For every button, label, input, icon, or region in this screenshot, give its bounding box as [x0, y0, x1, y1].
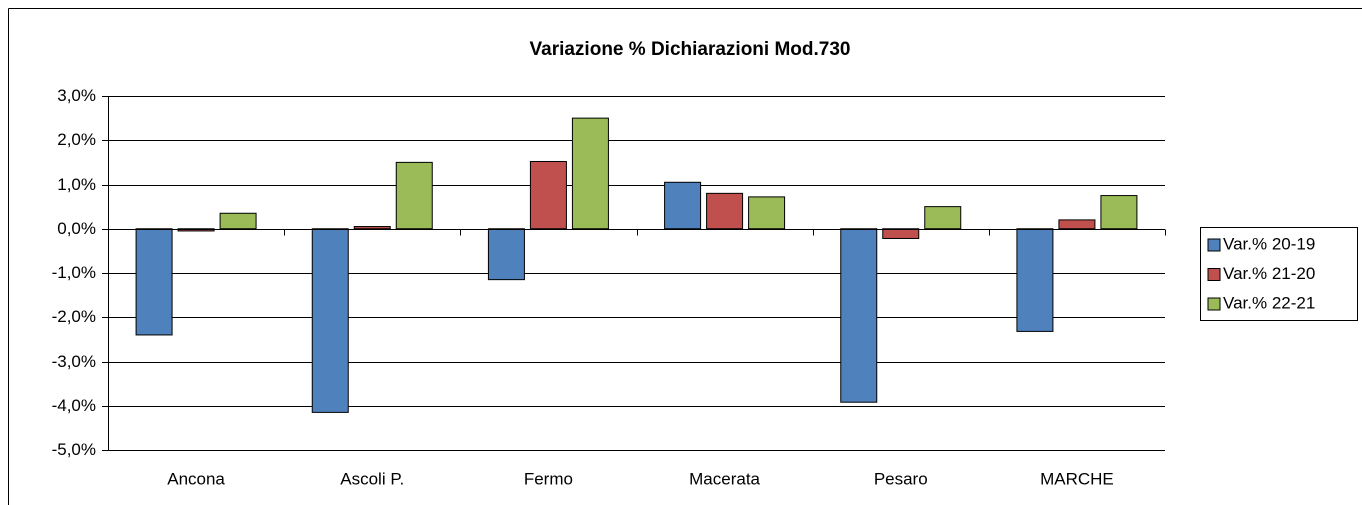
y-tick-label: -4,0%: [52, 396, 96, 415]
bar: [706, 192, 744, 230]
bar: [664, 181, 702, 230]
legend-label: Var.% 21-20: [1223, 264, 1315, 283]
legend-box: [1200, 227, 1358, 321]
bar: [1100, 195, 1138, 230]
bar: [487, 228, 525, 281]
chart-title: Variazione % Dichiarazioni Mod.730: [530, 39, 851, 60]
legend-label: Var.% 22-21: [1223, 293, 1315, 312]
y-tick-label: 1,0%: [57, 175, 96, 194]
y-tick-label: -5,0%: [52, 440, 96, 459]
x-tick-label: Pesaro: [874, 469, 928, 488]
bar: [311, 228, 349, 413]
bar: [1016, 228, 1054, 332]
bar: [882, 228, 920, 239]
legend-label: Var.% 20-19: [1223, 234, 1315, 253]
bar: [135, 228, 173, 336]
bar: [219, 212, 257, 230]
legend-swatch: [1207, 297, 1221, 311]
x-tick-label: Fermo: [524, 469, 573, 488]
x-tick-label: Macerata: [689, 469, 760, 488]
bar: [748, 196, 786, 230]
y-tick-label: 3,0%: [57, 86, 96, 105]
legend-swatch: [1207, 268, 1221, 281]
y-tick-label: -1,0%: [52, 263, 96, 282]
y-tick-label: -3,0%: [52, 352, 96, 371]
y-tick-label: -2,0%: [52, 307, 96, 326]
bar: [840, 228, 878, 403]
legend-swatch: [1207, 238, 1221, 252]
bar: [395, 161, 433, 230]
x-tick-label: Ascoli P.: [340, 469, 404, 488]
bar: [529, 160, 567, 230]
y-tick-label: 2,0%: [57, 130, 96, 149]
bar: [353, 226, 391, 230]
bar: [571, 117, 609, 230]
x-tick-label: Ancona: [167, 469, 225, 488]
y-tick-label: 0,0%: [57, 219, 96, 238]
bar: [924, 206, 962, 230]
bar: [1058, 219, 1096, 230]
x-tick-label: MARCHE: [1040, 469, 1114, 488]
